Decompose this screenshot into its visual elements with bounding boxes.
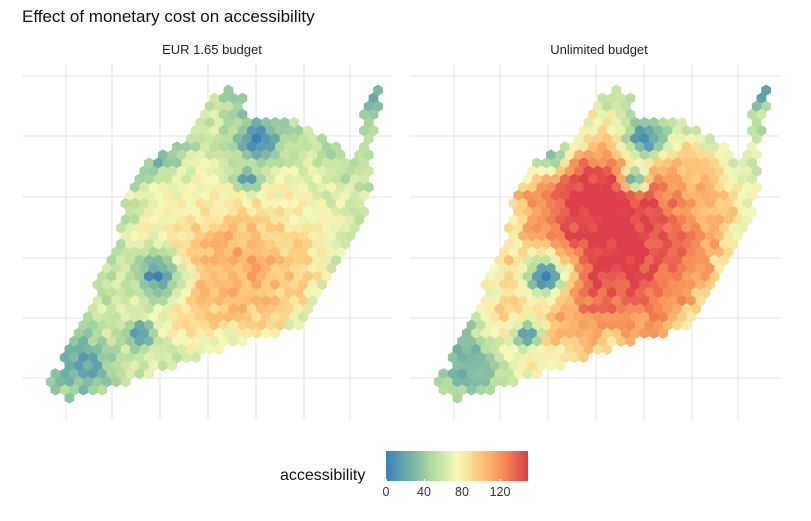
hex-cell (625, 335, 636, 347)
hex-cell (658, 327, 669, 339)
hex-cell (602, 343, 612, 356)
hex-cell (578, 351, 589, 364)
hex-cell (508, 376, 519, 388)
legend-tick-40: 40 (417, 485, 431, 499)
color-legend: accessibility 0 40 80 120 (280, 447, 540, 509)
hex-cell (531, 368, 542, 380)
hex-cell (237, 335, 248, 347)
panel-label-unlimited: Unlimited budget (550, 42, 648, 57)
hex-cell (452, 392, 463, 404)
hex-cell (167, 359, 178, 372)
legend-tick-0: 0 (382, 485, 390, 499)
hex-cell (293, 319, 304, 331)
hex-cell (64, 392, 75, 404)
hex-cell (190, 351, 201, 364)
legend-tick-80: 80 (455, 485, 469, 499)
legend-title: accessibility (280, 467, 366, 484)
hex-cell (97, 384, 108, 396)
heatmap-panel-budget (22, 64, 392, 420)
hex-cell (270, 327, 281, 339)
heatmap-panel-unlimited (410, 64, 780, 420)
hex-cell (214, 343, 224, 356)
hex-cell (681, 319, 692, 331)
panel-label-budget: EUR 1.65 budget (162, 42, 262, 57)
chart-title: Effect of monetary cost on accessibility (22, 7, 315, 26)
hex-cells (433, 84, 771, 404)
hex-cell (555, 359, 566, 372)
legend-tick-120: 120 (489, 485, 511, 499)
hex-cell (120, 376, 131, 388)
hex-cell (143, 368, 154, 380)
hex-cells (45, 84, 383, 404)
legend-colorbar (386, 451, 528, 485)
hex-cell (485, 384, 496, 396)
